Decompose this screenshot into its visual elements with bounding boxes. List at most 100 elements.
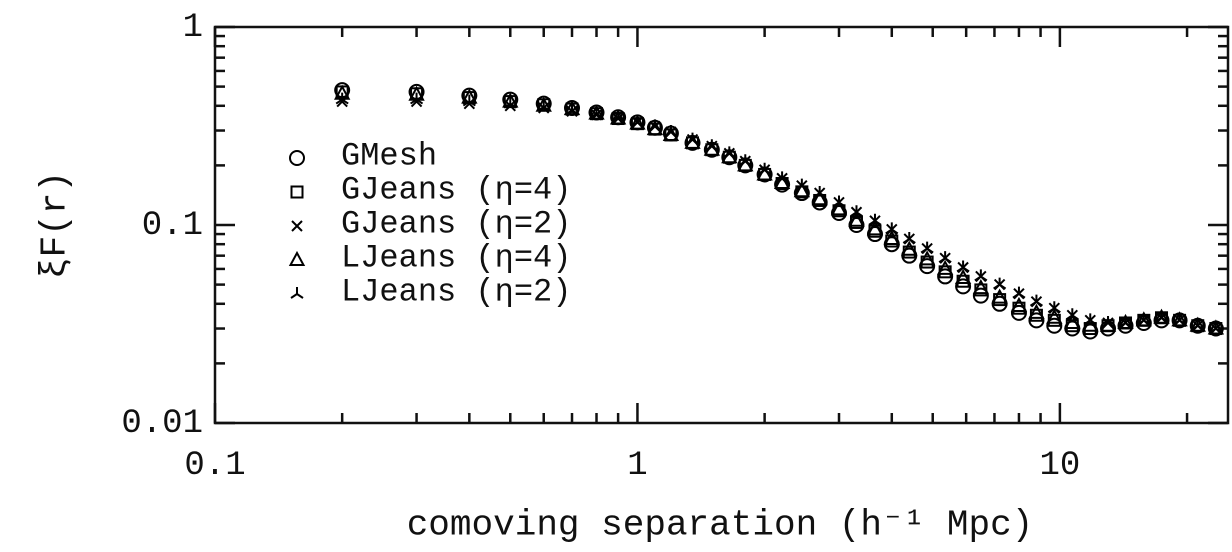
marker-cross [291,220,303,232]
marker-triangle [954,268,972,284]
x-tick-label: 0.1 [184,447,245,485]
marker-circle [1010,304,1027,321]
marker-triangle [1135,311,1152,327]
marker-triangle [883,229,900,245]
marker-circle [955,278,972,295]
marker-triangle [563,99,581,116]
marker-tristar [630,115,645,128]
marker-triangle [1189,316,1206,332]
marker-tristar [920,241,934,254]
marker-tristar [503,96,517,109]
marker-circle [919,258,936,275]
marker-cross [612,112,624,125]
marker-tristar [1083,313,1097,326]
marker-triangle [1028,303,1045,319]
marker-circle [1046,317,1063,334]
marker-tristar [1173,313,1187,326]
marker-tristar [722,146,736,159]
marker-tristar [611,110,625,123]
y-tick-label: 0.01 [121,405,203,443]
marker-tristar [462,94,476,107]
marker-triangle [288,250,306,266]
marker-tristar [290,287,304,299]
legend-label: LJeans (η=2) [341,273,571,310]
marker-triangle [1046,308,1063,324]
marker-triangle [1153,308,1170,324]
marker-triangle [1064,313,1081,329]
y-tick-label: 0.1 [142,207,203,245]
marker-tristar [648,119,662,132]
marker-triangle [535,96,552,112]
marker-tristar [1209,321,1223,334]
marker-triangle [1171,311,1188,327]
marker-tristar [335,92,349,105]
marker-triangle [502,92,519,108]
marker-tristar [1012,286,1026,299]
marker-tristar [885,222,899,235]
marker-tristar [1029,294,1043,307]
marker-tristar [775,171,789,184]
marker-triangle [588,104,605,120]
marker-tristar [664,124,678,137]
marker-triangle [830,200,848,216]
marker-tristar [974,269,988,282]
marker-circle [972,287,989,304]
marker-tristar [938,251,952,263]
marker-tristar [565,103,579,116]
marker-tristar [956,260,970,273]
marker-triangle [1010,296,1028,312]
marker-tristar [993,277,1007,290]
marker-tristar [589,106,604,119]
marker-triangle [1207,319,1225,335]
marker-tristar [537,99,551,112]
marker-cross [463,97,476,110]
marker-triangle [1082,316,1099,332]
marker-triangle [756,165,773,181]
marker-tristar [1118,315,1133,328]
marker-triangle [1117,313,1134,329]
marker-tristar [1154,310,1169,323]
marker-triangle [991,288,1008,304]
marker-triangle [848,211,865,227]
marker-triangle [972,279,990,295]
marker-triangle [918,250,936,266]
legend-label: GMesh [341,137,437,174]
marker-tristar [902,231,916,244]
marker-tristar [849,205,864,218]
marker-tristar [685,132,700,145]
marker-triangle [773,173,791,189]
marker-triangle [936,259,954,275]
marker-circle [289,150,305,166]
marker-triangle [629,114,646,130]
y-tick-label: 1 [183,9,203,47]
legend-label: GJeans (η=2) [341,205,571,242]
marker-circle [1028,312,1045,329]
marker-tristar [1101,315,1115,328]
marker-tristar [410,92,424,105]
marker-tristar [868,213,882,226]
y-axis-label: ξF(r) [35,171,76,279]
x-tick-label: 1 [627,447,647,485]
marker-tristar [813,186,827,198]
x-tick-label: 10 [1039,447,1080,485]
legend-label: GJeans (η=4) [341,171,571,208]
marker-triangle [901,240,918,256]
marker-tristar [705,139,719,152]
marker-circle [991,295,1008,312]
marker-triangle [793,182,811,198]
marker-tristar [795,178,809,191]
marker-triangle [609,109,627,125]
x-axis-label: comoving separation (h⁻¹ Mpc) [407,505,1034,546]
marker-tristar [832,195,846,208]
marker-tristar [758,162,772,175]
marker-triangle [866,220,884,236]
marker-tristar [1047,301,1061,314]
marker-tristar [1191,318,1205,331]
legend-label: LJeans (η=4) [341,239,571,276]
marker-cross [410,95,423,108]
marker-circle [937,268,954,285]
marker-tristar [738,154,752,167]
marker-square [290,185,304,199]
marker-tristar [1137,313,1151,326]
